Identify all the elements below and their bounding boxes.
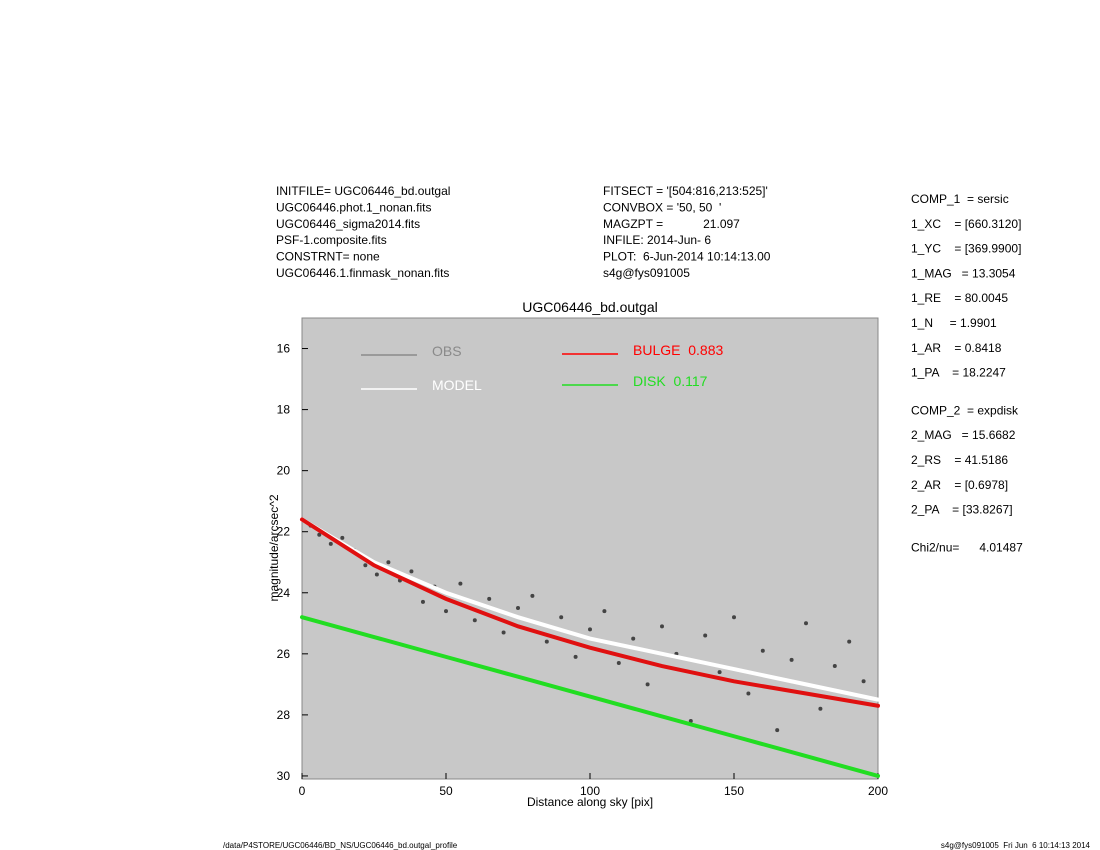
profile-curve — [300, 517, 880, 708]
legend-label: BULGE 0.883 — [633, 342, 723, 358]
obs-point — [832, 664, 837, 669]
obs-point — [559, 615, 564, 620]
obs-point — [732, 615, 736, 620]
header-line: CONVBOX = '50, 50 ' — [603, 200, 721, 214]
obs-point — [420, 599, 425, 604]
y-axis-label: magnitude/arcsec^2 — [267, 494, 281, 601]
header-line: MAGZPT = 21.097 — [603, 217, 740, 231]
obs-point — [847, 639, 852, 644]
obs-point — [328, 541, 333, 546]
y-tick-label: 16 — [277, 342, 291, 356]
obs-point — [818, 706, 823, 711]
header-line: UGC06446.1.finmask_nonan.fits — [276, 266, 449, 280]
param-line: 2_RS = 41.5186 — [911, 453, 1008, 467]
footer-left: /data/P4STORE/UGC06446/BD_NS/UGC06446_bd… — [223, 841, 458, 850]
legend-label: MODEL — [432, 377, 482, 393]
header-line: UGC06446.phot.1_nonan.fits — [276, 200, 431, 214]
param-line: 2_AR = [0.6978] — [911, 478, 1008, 492]
y-tick-label: 24 — [277, 586, 291, 600]
obs-point — [760, 648, 765, 653]
header-line: s4g@fys091005 — [603, 266, 690, 280]
param-line: 1_MAG = 13.3054 — [911, 266, 1016, 280]
param-line: 1_AR = 0.8418 — [911, 341, 1002, 355]
obs-point — [386, 560, 391, 565]
obs-point — [804, 621, 808, 626]
obs-point — [501, 630, 506, 635]
obs-point — [374, 572, 379, 577]
obs-point — [789, 657, 794, 662]
obs-point — [703, 633, 708, 638]
x-tick-label: 100 — [580, 784, 600, 798]
obs-point — [487, 596, 492, 601]
obs-point — [775, 728, 780, 733]
obs-point — [645, 682, 650, 687]
header-line: INITFILE= UGC06446_bd.outgal — [276, 184, 450, 198]
profile-curve — [300, 517, 880, 702]
param-line: 2_PA = [33.8267] — [911, 503, 1013, 517]
obs-point — [409, 569, 414, 574]
legend-label: DISK 0.117 — [633, 373, 708, 389]
y-tick-label: 28 — [277, 708, 291, 722]
y-tick-label: 26 — [277, 647, 291, 661]
obs-point — [746, 691, 751, 696]
x-axis-label: Distance along sky [pix] — [527, 795, 653, 809]
obs-point — [631, 636, 636, 641]
param-line: 1_YC = [369.9900] — [911, 242, 1021, 256]
obs-point — [516, 606, 520, 611]
param-line: COMP_1 = sersic — [911, 192, 1009, 206]
obs-point — [660, 624, 664, 629]
obs-point — [317, 532, 322, 537]
x-tick-label: 50 — [439, 784, 453, 798]
chart-title: UGC06446_bd.outgal — [522, 299, 657, 315]
y-tick-label: 22 — [277, 525, 291, 539]
obs-point — [340, 535, 345, 540]
param-line: 1_XC = [660.3120] — [911, 217, 1021, 231]
obs-point — [588, 627, 592, 632]
header-line: INFILE: 2014-Jun- 6 — [603, 233, 711, 247]
obs-point — [616, 660, 621, 665]
obs-point — [573, 654, 578, 659]
obs-point — [544, 639, 549, 644]
obs-point — [530, 593, 535, 598]
header-line: CONSTRNT= none — [276, 250, 380, 264]
x-tick-label: 0 — [299, 784, 306, 798]
obs-point — [602, 609, 607, 614]
header-line: UGC06446_sigma2014.fits — [276, 217, 420, 231]
obs-point — [717, 670, 722, 675]
y-tick-label: 20 — [277, 464, 291, 478]
obs-point — [472, 618, 477, 623]
param-line: 1_N = 1.9901 — [911, 316, 997, 330]
header-line: PLOT: 6-Jun-2014 10:14:13.00 — [603, 250, 771, 264]
param-line: 1_PA = 18.2247 — [911, 366, 1006, 380]
param-line: Chi2/nu= 4.01487 — [911, 540, 1023, 554]
obs-point — [861, 679, 866, 684]
obs-point — [458, 581, 463, 586]
x-tick-label: 150 — [724, 784, 744, 798]
param-line: COMP_2 = expdisk — [911, 403, 1019, 417]
footer-right: s4g@fys091005 Fri Jun 6 10:14:13 2014 — [941, 841, 1091, 850]
profile-curve — [300, 615, 880, 778]
param-line: 2_MAG = 15.6682 — [911, 428, 1016, 442]
header-line: FITSECT = '[504:816,213:525]' — [603, 184, 768, 198]
obs-point — [363, 563, 368, 568]
y-tick-label: 30 — [277, 769, 291, 783]
param-line: 1_RE = 80.0045 — [911, 291, 1008, 305]
x-tick-label: 200 — [868, 784, 888, 798]
plot-area — [301, 317, 879, 780]
header-line: PSF-1.composite.fits — [276, 233, 387, 247]
obs-point — [444, 609, 448, 614]
legend-label: OBS — [432, 343, 462, 359]
y-tick-label: 18 — [277, 403, 291, 417]
obs-point — [688, 718, 693, 723]
